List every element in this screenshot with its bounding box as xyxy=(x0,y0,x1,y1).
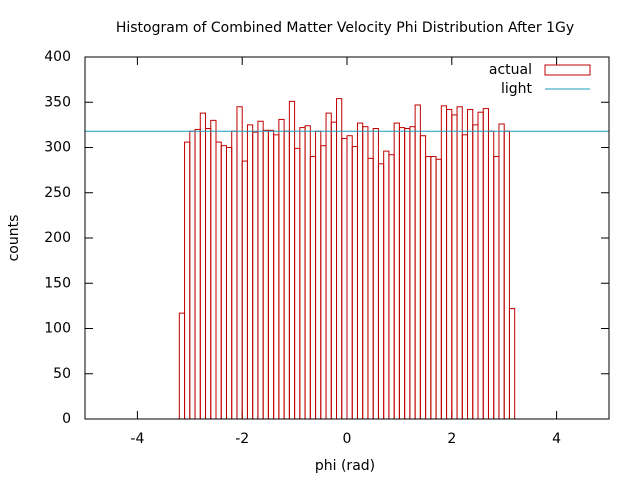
x-tick-label: 0 xyxy=(343,431,352,447)
y-tick-label: 100 xyxy=(44,321,71,337)
y-tick-label: 0 xyxy=(62,411,71,427)
plot-frame xyxy=(84,56,610,420)
y-tick-label: 50 xyxy=(53,366,71,382)
y-axis-label: counts xyxy=(6,215,22,262)
legend-label: actual xyxy=(489,62,532,78)
y-tick-label: 150 xyxy=(44,275,71,291)
y-tick-label: 250 xyxy=(44,185,71,201)
x-axis-label: phi (rad) xyxy=(315,458,375,474)
x-tick-label: 4 xyxy=(552,431,561,447)
legend-label: light xyxy=(501,81,533,97)
y-tick-label: 400 xyxy=(44,49,71,65)
y-tick-label: 300 xyxy=(44,140,71,156)
chart-title: Histogram of Combined Matter Velocity Ph… xyxy=(116,20,574,36)
y-tick-label: 200 xyxy=(44,230,71,246)
y-tick-label: 350 xyxy=(44,94,71,110)
x-tick-label: -4 xyxy=(130,431,144,447)
legend-swatch xyxy=(544,64,591,76)
x-tick-label: -2 xyxy=(235,431,249,447)
x-tick-label: 2 xyxy=(447,431,456,447)
